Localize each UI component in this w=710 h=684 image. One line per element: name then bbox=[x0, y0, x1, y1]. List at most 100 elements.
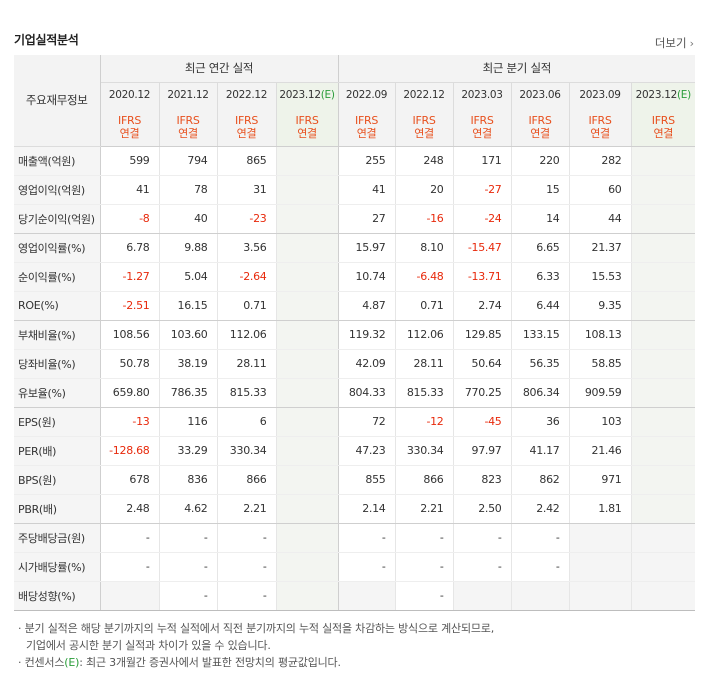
table-cell bbox=[276, 291, 339, 321]
table-cell: 31 bbox=[217, 175, 277, 205]
table-cell: 116 bbox=[159, 407, 218, 437]
more-link[interactable]: 더보기 › bbox=[655, 35, 694, 51]
row-label: PBR(배) bbox=[14, 494, 101, 524]
quarterly-group-header: 최근 분기 실적 bbox=[338, 55, 696, 83]
table-cell: 2.14 bbox=[338, 494, 396, 524]
row-label: 당기순이익(억원) bbox=[14, 204, 101, 234]
accounting-standard-header: IFRS 연결 bbox=[569, 108, 632, 147]
table-cell bbox=[276, 552, 339, 582]
row-label: 주당배당금(원) bbox=[14, 523, 101, 553]
table-cell bbox=[276, 320, 339, 350]
accounting-standard-header: IFRS 연결 bbox=[100, 108, 160, 147]
table-row: EPS(원) -13 116 6 72 -12 -45 36 103 bbox=[14, 407, 696, 437]
table-cell: 2.21 bbox=[395, 494, 454, 524]
table-cell bbox=[631, 146, 696, 176]
table-cell: 866 bbox=[395, 465, 454, 495]
table-cell: -12 bbox=[395, 407, 454, 437]
table-cell bbox=[631, 204, 696, 234]
period-header: 2022.12 bbox=[217, 82, 277, 108]
accounting-standard-header: IFRS 연결 bbox=[217, 108, 277, 147]
table-cell bbox=[569, 552, 632, 582]
table-cell: -13 bbox=[100, 407, 160, 437]
annual-group-header: 최근 연간 실적 bbox=[100, 55, 339, 83]
table-cell: -23 bbox=[217, 204, 277, 234]
table-cell: 42.09 bbox=[338, 349, 396, 379]
table-cell: 8.10 bbox=[395, 233, 454, 263]
table-cell: 6.78 bbox=[100, 233, 160, 263]
table-cell bbox=[631, 581, 696, 611]
table-cell bbox=[276, 523, 339, 553]
table-row: 영업이익률(%) 6.78 9.88 3.56 15.97 8.10 -15.47 6.65 2… bbox=[14, 233, 696, 263]
table-cell: - bbox=[217, 581, 277, 611]
table-cell: 282 bbox=[569, 146, 632, 176]
table-row: PBR(배) 2.48 4.62 2.21 2.14 2.21 2.50 2.42 1.81 bbox=[14, 494, 696, 524]
table-cell: 6.33 bbox=[511, 262, 570, 292]
table-cell: - bbox=[100, 523, 160, 553]
period-header: 2021.12 bbox=[159, 82, 218, 108]
table-cell: 6.44 bbox=[511, 291, 570, 321]
table-cell: 5.04 bbox=[159, 262, 218, 292]
table-cell: 15.53 bbox=[569, 262, 632, 292]
period-header: 2023.03 bbox=[453, 82, 512, 108]
table-cell: 836 bbox=[159, 465, 218, 495]
table-cell: 38.19 bbox=[159, 349, 218, 379]
row-label: 순이익률(%) bbox=[14, 262, 101, 292]
table-cell bbox=[276, 175, 339, 205]
table-cell: 28.11 bbox=[395, 349, 454, 379]
table-cell: 1.81 bbox=[569, 494, 632, 524]
table-row: PER(배) -128.68 33.29 330.34 47.23 330.34 97.97… bbox=[14, 436, 696, 466]
table-cell: 6 bbox=[217, 407, 277, 437]
table-cell: -6.48 bbox=[395, 262, 454, 292]
table-cell: 220 bbox=[511, 146, 570, 176]
table-cell: 15 bbox=[511, 175, 570, 205]
table-cell: 4.62 bbox=[159, 494, 218, 524]
table-cell: 14 bbox=[511, 204, 570, 234]
table-cell: 108.56 bbox=[100, 320, 160, 350]
table-cell: 599 bbox=[100, 146, 160, 176]
table-cell: 815.33 bbox=[395, 378, 454, 408]
table-cell bbox=[453, 581, 512, 611]
table-cell: 16.15 bbox=[159, 291, 218, 321]
table-cell: 20 bbox=[395, 175, 454, 205]
table-cell: -2.51 bbox=[100, 291, 160, 321]
row-label: 배당성향(%) bbox=[14, 581, 101, 611]
table-cell: 41.17 bbox=[511, 436, 570, 466]
table-cell: 15.97 bbox=[338, 233, 396, 263]
table-cell: 9.88 bbox=[159, 233, 218, 263]
table-cell bbox=[631, 262, 696, 292]
table-cell bbox=[276, 204, 339, 234]
table-cell: 823 bbox=[453, 465, 512, 495]
row-label: 매출액(억원) bbox=[14, 146, 101, 176]
period-header: 2022.12 bbox=[395, 82, 454, 108]
table-cell: - bbox=[511, 552, 570, 582]
table-cell bbox=[276, 494, 339, 524]
table-cell: 10.74 bbox=[338, 262, 396, 292]
period-header: 2023.09 bbox=[569, 82, 632, 108]
table-cell: 678 bbox=[100, 465, 160, 495]
table-cell bbox=[631, 291, 696, 321]
table-cell bbox=[276, 436, 339, 466]
table-cell bbox=[631, 436, 696, 466]
table-cell: 47.23 bbox=[338, 436, 396, 466]
table-cell: 41 bbox=[338, 175, 396, 205]
table-cell: 27 bbox=[338, 204, 396, 234]
table-cell: 770.25 bbox=[453, 378, 512, 408]
table-cell bbox=[511, 581, 570, 611]
table-cell: 58.85 bbox=[569, 349, 632, 379]
table-cell: 794 bbox=[159, 146, 218, 176]
table-cell: - bbox=[100, 552, 160, 582]
accounting-standard-header: IFRS 연결 bbox=[511, 108, 570, 147]
footnotes: · 분기 실적은 해당 분기까지의 누적 실적에서 직전 분기까지의 누적 실적… bbox=[18, 620, 494, 671]
table-cell: -27 bbox=[453, 175, 512, 205]
row-label: 유보율(%) bbox=[14, 378, 101, 408]
more-link-label: 더보기 bbox=[654, 36, 687, 50]
table-cell bbox=[569, 523, 632, 553]
table-cell: 806.34 bbox=[511, 378, 570, 408]
table-cell bbox=[276, 407, 339, 437]
table-cell: 21.37 bbox=[569, 233, 632, 263]
table-cell: - bbox=[395, 523, 454, 553]
table-cell: 119.32 bbox=[338, 320, 396, 350]
table-cell: 9.35 bbox=[569, 291, 632, 321]
chevron-right-icon: › bbox=[689, 36, 694, 50]
table-cell: 0.71 bbox=[217, 291, 277, 321]
